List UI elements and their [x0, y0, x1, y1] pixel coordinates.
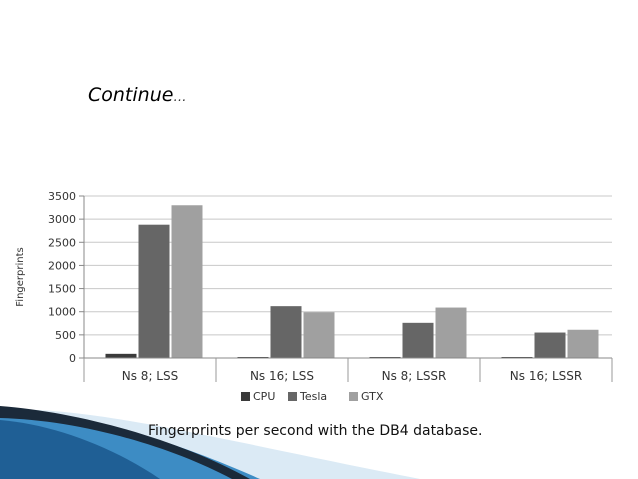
y-tick-label: 3500: [48, 190, 76, 203]
bar-gtx-3: [567, 329, 599, 358]
legend-swatch-gtx: [349, 392, 358, 401]
legend-label-gtx: GTX: [361, 390, 384, 403]
x-tick-label: Ns 8; LSSR: [382, 369, 447, 383]
bar-tesla-3: [534, 332, 566, 358]
slide-title-text: Continue: [88, 84, 174, 106]
chart-bars: [105, 205, 599, 358]
bar-tesla-1: [270, 306, 302, 358]
slide-title-ellipsis: …: [173, 90, 187, 105]
slide-title: Continue…: [88, 84, 186, 106]
legend-swatch-cpu: [241, 392, 250, 401]
y-tick-label: 1500: [48, 283, 76, 296]
y-tick-label: 3000: [48, 213, 76, 226]
y-tick-label: 2500: [48, 236, 76, 249]
x-tick-label: Ns 16; LSS: [250, 369, 314, 383]
y-tick-label: 0: [69, 352, 76, 365]
swoosh-dark-band: [0, 406, 250, 479]
y-tick-label: 2000: [48, 259, 76, 272]
bar-gtx-0: [171, 205, 203, 358]
legend-label-cpu: CPU: [253, 390, 275, 403]
x-tick-label: Ns 16; LSSR: [510, 369, 582, 383]
chart-caption: Fingerprints per second with the DB4 dat…: [148, 423, 483, 439]
chart-axes: [79, 195, 613, 382]
bar-tesla-0: [138, 224, 170, 358]
y-tick-label: 1000: [48, 306, 76, 319]
bar-tesla-2: [402, 322, 434, 358]
legend-label-tesla: Tesla: [299, 390, 327, 403]
x-tick-label: Ns 8; LSS: [122, 369, 178, 383]
bar-gtx-2: [435, 307, 467, 358]
y-axis-label: Fingerprints: [15, 247, 26, 306]
y-tick-label: 500: [55, 329, 76, 342]
legend-swatch-tesla: [288, 392, 297, 401]
bar-gtx-1: [303, 312, 335, 358]
chart-legend: CPU Tesla GTX: [241, 390, 384, 403]
bar-cpu-0: [105, 353, 137, 358]
chart-labels: 0 500 1000 1500 2000 2500 3000 3500 Ns 8; LSS Ns …: [15, 190, 582, 383]
swoosh-deep-blue: [0, 420, 160, 479]
